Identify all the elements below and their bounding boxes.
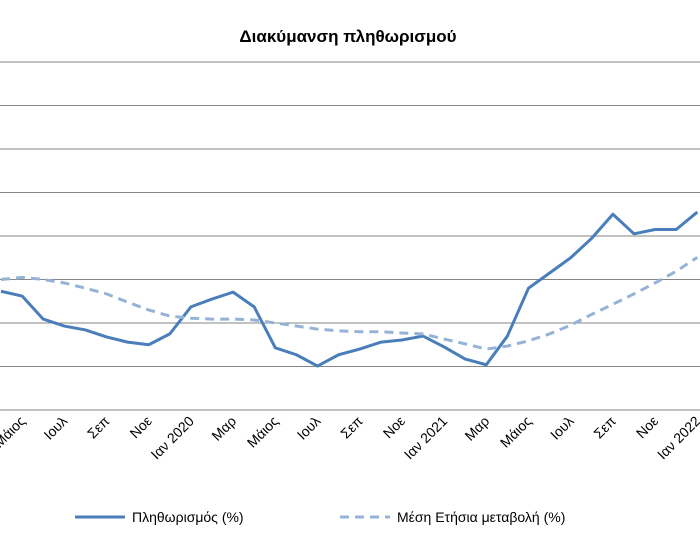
x-tick-label: Μάιος — [0, 413, 28, 451]
x-tick-label: Μάιος — [497, 413, 535, 451]
x-tick-label: Σεπ — [84, 413, 113, 442]
legend-label: Πληθωρισμός (%) — [132, 509, 244, 525]
x-tick-label: Σεπ — [590, 413, 619, 442]
x-tick-label: Νοε — [633, 413, 661, 441]
x-tick-label: Μαρ — [461, 413, 492, 444]
series-line — [0, 210, 699, 368]
x-tick-label: Νοε — [380, 413, 408, 441]
x-tick-label: Μάιος — [244, 413, 282, 451]
x-tick-label: Ιαν 2021 — [401, 413, 451, 463]
x-tick-label: Μαρ — [208, 413, 239, 444]
x-tick-label: Νοε — [126, 413, 154, 441]
series-line — [0, 256, 699, 351]
chart-title: Διακύμανση πληθωρισμού — [239, 27, 456, 46]
x-tick-label: Ιαν 2020 — [148, 413, 198, 463]
x-tick-label: Σεπ — [337, 413, 366, 442]
legend-label: Μέση Ετήσια μεταβολή (%) — [397, 509, 565, 525]
x-tick-label: Ιουλ — [40, 413, 70, 443]
x-tick-label: Ιουλ — [294, 413, 324, 443]
x-tick-label: Ιαν 2022 — [654, 413, 700, 463]
x-tick-label: Ιουλ — [547, 413, 577, 443]
